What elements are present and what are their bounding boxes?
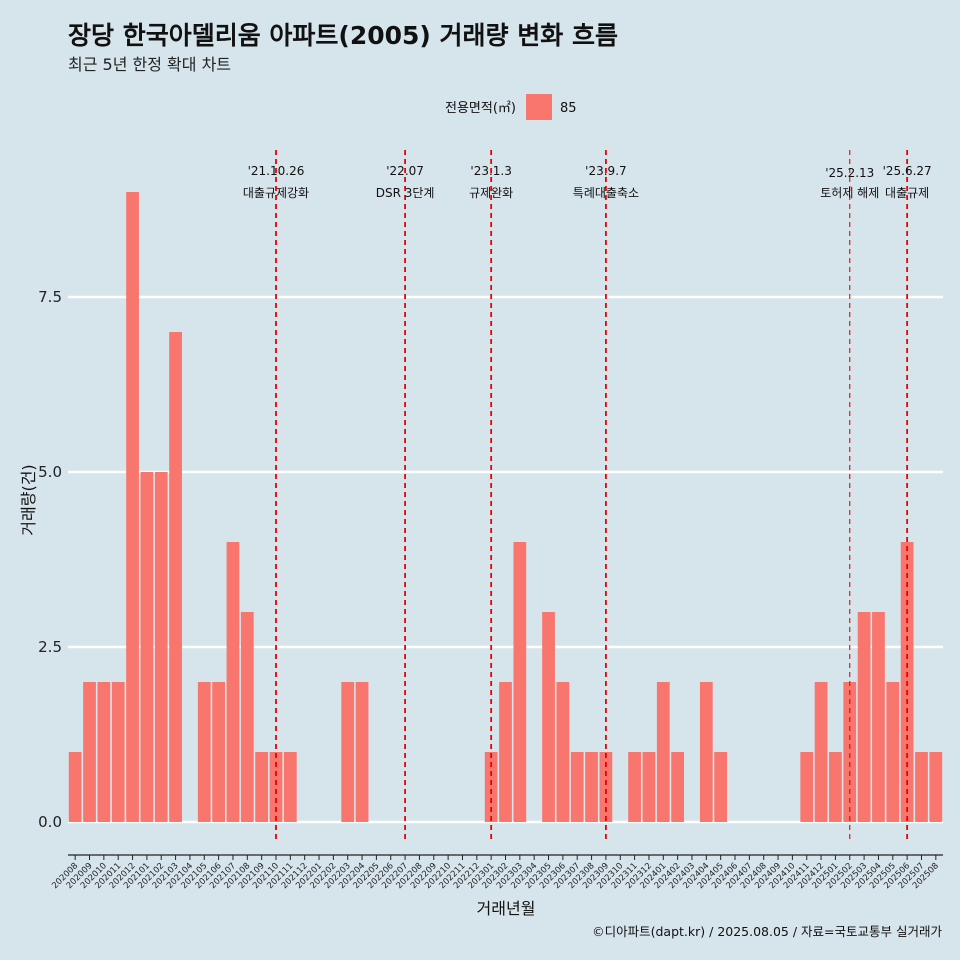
y-axis-title: 거래량(건) <box>19 464 38 535</box>
y-axis: 0.0 2.5 5.0 7.5 <box>38 288 62 831</box>
event-date: '21.10.26 <box>248 164 305 178</box>
event-date: '23.9.7 <box>585 164 626 178</box>
chart-title: 장당 한국아델리움 아파트(2005) 거래량 변화 흐름 <box>68 21 618 50</box>
bar <box>255 752 269 822</box>
bar <box>915 752 928 822</box>
bar <box>154 472 168 822</box>
bars <box>68 192 943 822</box>
bar <box>585 752 598 822</box>
event-markers: '21.10.26 대출규제강화 '22.07 DSR 3단계 '23.1.3 규제완화 '… <box>243 150 932 843</box>
bar <box>341 682 355 822</box>
event-date: '22.07 <box>386 164 424 178</box>
bar <box>68 752 82 822</box>
bar <box>843 682 857 822</box>
bar <box>714 752 728 822</box>
y-tick-label: 2.5 <box>38 638 62 656</box>
bar <box>814 682 828 822</box>
event-date: '25.2.13 <box>825 166 874 180</box>
bar <box>111 682 125 822</box>
event-date: '25.6.27 <box>883 164 932 178</box>
bar <box>212 682 225 822</box>
bar <box>929 752 943 822</box>
bar <box>556 682 570 822</box>
bar <box>226 542 240 822</box>
event-date: '23.1.3 <box>470 164 511 178</box>
bar <box>126 192 139 822</box>
event-label: 대출규제 <box>885 186 929 200</box>
legend-entry-label: 85 <box>560 101 577 116</box>
legend: 전용면적(㎡) 85 <box>445 94 577 120</box>
bar <box>829 752 842 822</box>
bar <box>671 752 685 822</box>
bar <box>628 752 641 822</box>
bar <box>513 542 527 822</box>
event-label: 특례대출축소 <box>573 186 639 200</box>
bar <box>499 682 512 822</box>
bar <box>484 752 498 822</box>
x-axis: 2020082020092020102020112020122021012021… <box>50 854 943 891</box>
bar <box>269 752 283 822</box>
event-label: DSR 3단계 <box>376 186 435 200</box>
bar <box>240 612 254 822</box>
bar <box>542 612 555 822</box>
event-label: 규제완화 <box>469 186 513 200</box>
bar <box>642 752 656 822</box>
bar <box>857 612 871 822</box>
y-tick-label: 0.0 <box>38 813 62 831</box>
bar <box>83 682 96 822</box>
bar <box>169 332 182 822</box>
bar <box>97 682 111 822</box>
legend-swatch <box>526 94 552 120</box>
bar <box>872 612 885 822</box>
y-tick-label: 7.5 <box>38 288 62 306</box>
event-label: 토허제 해제 <box>820 186 879 200</box>
legend-title: 전용면적(㎡) <box>445 101 516 116</box>
bar <box>355 682 369 822</box>
caption: ©디아파트(dapt.kr) / 2025.08.05 / 자료=국토교통부 실… <box>592 924 942 939</box>
bar <box>283 752 297 822</box>
bar <box>886 682 900 822</box>
event-label: 대출규제강화 <box>243 186 309 200</box>
bar <box>800 752 814 822</box>
bar <box>570 752 584 822</box>
x-axis-title: 거래년월 <box>477 899 536 918</box>
y-tick-label: 5.0 <box>38 463 62 481</box>
chart-subtitle: 최근 5년 한정 확대 차트 <box>68 55 231 74</box>
bar <box>140 472 154 822</box>
bar <box>197 682 211 822</box>
bar <box>699 682 713 822</box>
bar <box>599 752 613 822</box>
bar <box>656 682 670 822</box>
